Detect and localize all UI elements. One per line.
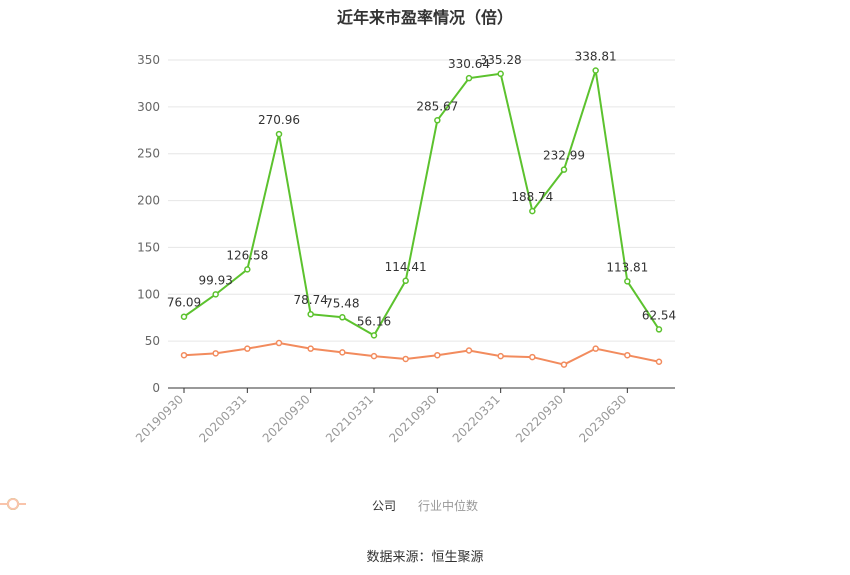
y-tick-label: 150 [137, 240, 160, 254]
data-point-company [402, 277, 409, 285]
data-point-company [592, 67, 599, 74]
data-point-industry [529, 353, 536, 361]
data-label: 330.64 [448, 57, 490, 71]
data-point-industry [339, 349, 346, 356]
data-point-industry [212, 350, 219, 357]
y-tick-label: 200 [137, 194, 160, 208]
data-point-industry [180, 351, 188, 359]
data-point-company [434, 117, 441, 124]
data-point-industry [655, 358, 663, 366]
x-tick-label: 20210331 [323, 392, 376, 445]
data-point-company [212, 291, 219, 298]
data-label: 99.93 [198, 273, 232, 287]
data-point-company [307, 310, 314, 318]
data-point-industry [244, 345, 251, 352]
data-label: 62.54 [642, 308, 676, 322]
data-point-company [370, 332, 378, 339]
y-tick-label: 100 [137, 287, 160, 301]
data-point-company [529, 207, 536, 215]
legend-label-company: 公司 [371, 499, 396, 513]
data-point-industry [624, 351, 631, 359]
x-tick-label: 20220331 [450, 392, 503, 445]
x-tick-label: 20210930 [386, 392, 439, 445]
data-point-industry [465, 347, 473, 354]
data-source: 数据来源：恒生聚源 [366, 550, 484, 565]
legend-item-industry[interactable]: 行业中位数 [0, 497, 479, 514]
data-label: 232.99 [543, 149, 585, 163]
data-point-company [655, 326, 663, 333]
data-point-company [244, 266, 251, 273]
data-label: 270.96 [258, 113, 300, 127]
data-point-company [275, 130, 283, 138]
data-label: 56.16 [357, 314, 391, 328]
data-label: 285.67 [416, 99, 458, 113]
data-point-industry [402, 355, 409, 363]
data-label: 75.48 [325, 296, 359, 310]
data-point-industry [497, 352, 504, 360]
x-tick-label: 20190930 [133, 392, 186, 445]
y-tick-label: 250 [137, 147, 160, 161]
data-label: 76.09 [167, 296, 201, 310]
y-tick-label: 350 [137, 53, 160, 67]
data-point-company [180, 313, 188, 320]
data-point-company [624, 278, 631, 285]
series-line-company [183, 70, 660, 337]
data-point-industry [434, 351, 441, 359]
data-point-industry [275, 339, 283, 347]
y-tick-label: 300 [137, 100, 160, 114]
chart-title: 近年来市盈率情况（倍） [336, 8, 513, 27]
data-point-industry [307, 345, 314, 352]
data-point-industry [592, 345, 599, 352]
data-point-company [560, 166, 568, 173]
y-tick-label: 0 [152, 381, 160, 395]
data-point-industry [370, 352, 378, 360]
data-point-company [497, 70, 504, 78]
data-point-industry [560, 361, 568, 368]
x-tick-label: 20230630 [576, 392, 629, 445]
legend-label-industry: 行业中位数 [418, 499, 479, 513]
data-label: 113.81 [606, 260, 648, 274]
series-line-industry [183, 342, 660, 366]
data-label: 114.41 [385, 260, 427, 274]
x-tick-label: 20200930 [260, 392, 313, 445]
data-label: 78.74 [293, 293, 327, 307]
data-label: 335.28 [480, 53, 522, 67]
x-tick-label: 20200331 [196, 392, 249, 445]
data-label: 188.74 [511, 190, 553, 204]
legend-line-circle-icon [0, 498, 26, 510]
x-tick-label: 20220930 [513, 392, 566, 445]
data-label: 126.58 [226, 248, 268, 262]
data-label: 338.81 [575, 49, 617, 63]
legend-item-company[interactable]: 公司 [0, 497, 396, 514]
data-point-company [339, 314, 346, 321]
data-point-company [465, 74, 473, 82]
legend: 公司 行业中位数 [0, 497, 850, 514]
y-tick-label: 50 [145, 334, 160, 348]
